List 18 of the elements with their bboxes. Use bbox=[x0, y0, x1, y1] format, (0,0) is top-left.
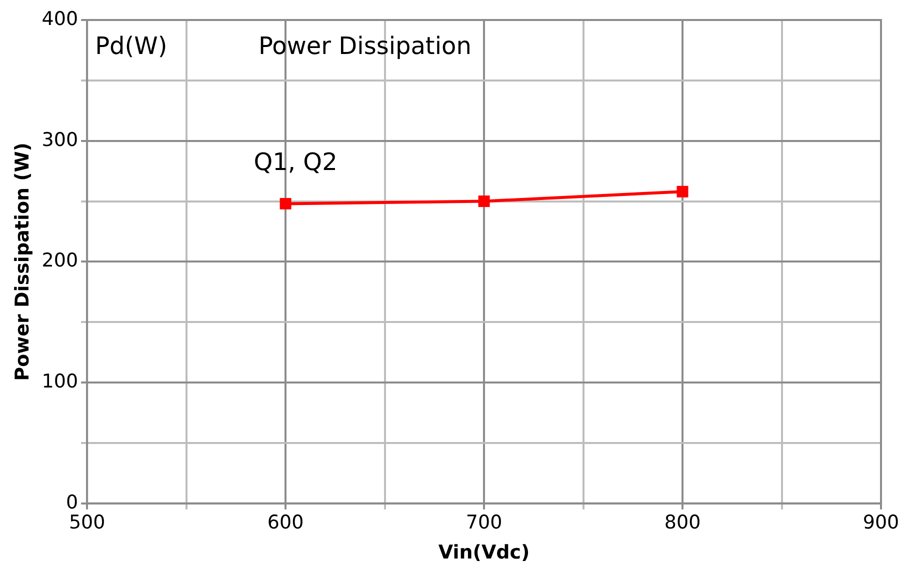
y-tick-label: 200 bbox=[42, 250, 78, 272]
y-tick-label: 300 bbox=[42, 128, 78, 151]
y-tick-label: 0 bbox=[66, 491, 78, 514]
y-tick-label: 400 bbox=[42, 8, 78, 30]
x-tick-label: 700 bbox=[466, 512, 502, 534]
y-tick-label: 100 bbox=[42, 370, 78, 392]
point bbox=[478, 196, 490, 208]
annotation: Pd(W) bbox=[95, 32, 168, 60]
point bbox=[280, 198, 292, 210]
point bbox=[676, 186, 688, 198]
y-axis-title: Power Dissipation (W) bbox=[11, 142, 34, 381]
x-axis-title: Vin(Vdc) bbox=[438, 542, 530, 564]
x-tick-label: 900 bbox=[862, 512, 900, 534]
x-tick-label: 600 bbox=[267, 512, 304, 534]
text: Power Dissipation bbox=[258, 32, 472, 60]
x-tick-label: 500 bbox=[68, 512, 106, 534]
x-tick-label: 800 bbox=[664, 512, 701, 534]
series-label: Q1, Q2 bbox=[254, 148, 338, 176]
